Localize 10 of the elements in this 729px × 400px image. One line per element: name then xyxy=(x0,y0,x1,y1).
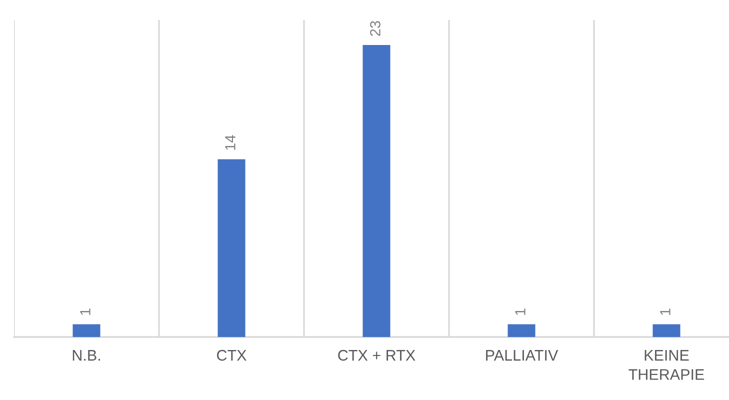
data-label: 14 xyxy=(225,135,236,150)
data-label: 1 xyxy=(80,308,90,315)
x-tick-label: N.B. xyxy=(72,350,100,361)
x-tick-label: KEINE THERAPIE xyxy=(628,350,704,380)
data-label: 1 xyxy=(660,308,670,315)
x-tick-label: CTX xyxy=(217,350,246,361)
data-label: 1 xyxy=(515,308,526,315)
x-tick-label: CTX + RTX xyxy=(338,350,416,361)
data-label: 23 xyxy=(370,21,380,36)
x-tick-label: PALLIATIV xyxy=(486,350,558,361)
